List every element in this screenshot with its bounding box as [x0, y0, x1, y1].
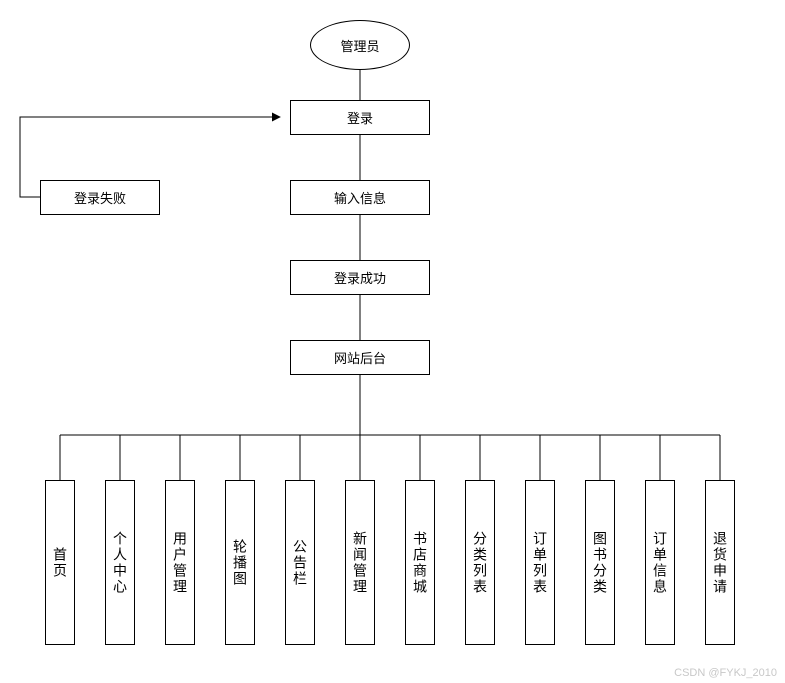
leaf-2: 用户管理 — [165, 480, 195, 645]
leaf-8: 订单列表 — [525, 480, 555, 645]
leaf-label-6: 书店商城 — [410, 531, 430, 595]
node-loginFail: 登录失败 — [40, 180, 160, 215]
leaf-6: 书店商城 — [405, 480, 435, 645]
leaf-label-10: 订单信息 — [650, 531, 670, 595]
leaf-label-8: 订单列表 — [530, 531, 550, 595]
leaf-1: 个人中心 — [105, 480, 135, 645]
node-backend: 网站后台 — [290, 340, 430, 375]
leaf-label-3: 轮播图 — [230, 539, 250, 587]
leaf-0: 首页 — [45, 480, 75, 645]
node-login: 登录 — [290, 100, 430, 135]
leaf-label-7: 分类列表 — [470, 531, 490, 595]
leaf-11: 退货申请 — [705, 480, 735, 645]
leaf-label-11: 退货申请 — [710, 531, 730, 595]
leaf-5: 新闻管理 — [345, 480, 375, 645]
node-success: 登录成功 — [290, 260, 430, 295]
leaf-label-0: 首页 — [50, 547, 70, 579]
leaf-3: 轮播图 — [225, 480, 255, 645]
leaf-10: 订单信息 — [645, 480, 675, 645]
leaf-label-9: 图书分类 — [590, 531, 610, 595]
leaf-label-2: 用户管理 — [170, 531, 190, 595]
node-input: 输入信息 — [290, 180, 430, 215]
leaf-label-1: 个人中心 — [110, 531, 130, 595]
leaf-label-4: 公告栏 — [290, 539, 310, 587]
leaf-9: 图书分类 — [585, 480, 615, 645]
leaf-7: 分类列表 — [465, 480, 495, 645]
node-admin: 管理员 — [310, 20, 410, 70]
leaf-label-5: 新闻管理 — [350, 531, 370, 595]
watermark: CSDN @FYKJ_2010 — [674, 667, 777, 679]
leaf-4: 公告栏 — [285, 480, 315, 645]
